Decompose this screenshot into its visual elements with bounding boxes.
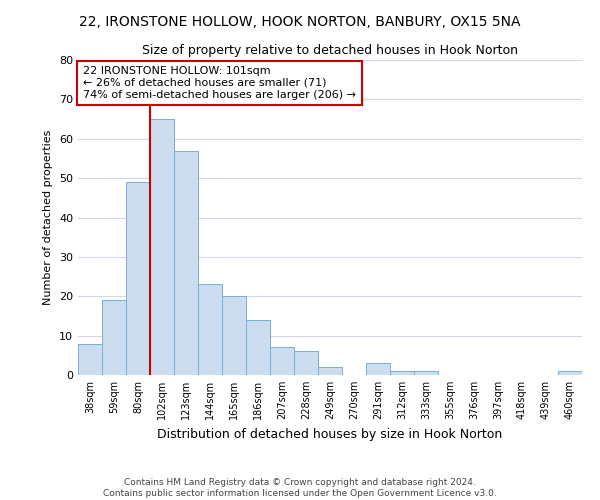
- Y-axis label: Number of detached properties: Number of detached properties: [43, 130, 53, 305]
- Bar: [390, 371, 414, 375]
- Bar: [150, 119, 174, 375]
- X-axis label: Distribution of detached houses by size in Hook Norton: Distribution of detached houses by size …: [157, 428, 503, 440]
- Title: Size of property relative to detached houses in Hook Norton: Size of property relative to detached ho…: [142, 44, 518, 58]
- Text: 22 IRONSTONE HOLLOW: 101sqm
← 26% of detached houses are smaller (71)
74% of sem: 22 IRONSTONE HOLLOW: 101sqm ← 26% of det…: [83, 66, 356, 100]
- Bar: [198, 284, 222, 375]
- Bar: [558, 371, 582, 375]
- Bar: [174, 150, 198, 375]
- Bar: [102, 300, 126, 375]
- Bar: [414, 371, 438, 375]
- Bar: [366, 363, 390, 375]
- Bar: [294, 352, 318, 375]
- Bar: [318, 367, 342, 375]
- Text: Contains HM Land Registry data © Crown copyright and database right 2024.
Contai: Contains HM Land Registry data © Crown c…: [103, 478, 497, 498]
- Bar: [270, 348, 294, 375]
- Bar: [78, 344, 102, 375]
- Text: 22, IRONSTONE HOLLOW, HOOK NORTON, BANBURY, OX15 5NA: 22, IRONSTONE HOLLOW, HOOK NORTON, BANBU…: [79, 15, 521, 29]
- Bar: [246, 320, 270, 375]
- Bar: [222, 296, 246, 375]
- Bar: [126, 182, 150, 375]
